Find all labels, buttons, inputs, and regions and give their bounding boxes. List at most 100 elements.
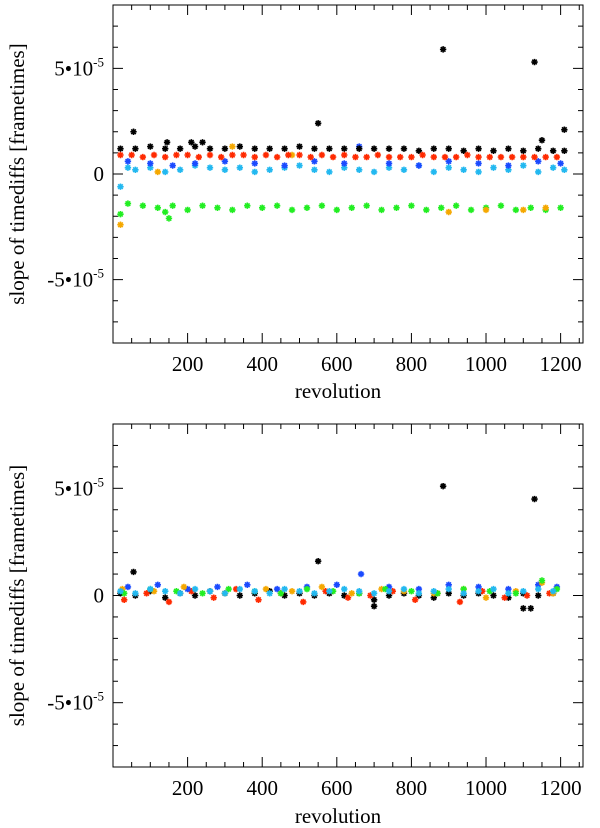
data-point	[464, 151, 471, 159]
data-point	[150, 588, 158, 595]
data-point	[370, 145, 378, 152]
data-point	[117, 151, 124, 159]
data-point	[531, 153, 538, 161]
data-points	[117, 46, 568, 228]
data-point	[236, 585, 244, 593]
data-point	[408, 588, 415, 595]
data-point	[147, 160, 154, 167]
data-point	[445, 145, 452, 152]
data-point	[505, 145, 512, 152]
data-point	[385, 145, 393, 152]
data-point	[341, 151, 348, 159]
data-point	[439, 482, 447, 490]
data-point	[124, 200, 132, 207]
data-point	[236, 143, 244, 150]
data-point	[210, 594, 217, 601]
y-tick-label: 0	[94, 584, 105, 608]
chart-panel-top: 200 400 600 800 1000 12005•10-50-5•10-5revolu…	[5, 4, 584, 403]
data-point	[128, 151, 135, 159]
data-point	[281, 592, 288, 599]
y-tick-label: -5•10-5	[47, 266, 104, 292]
data-point	[262, 585, 270, 593]
x-tick-label: 800	[396, 352, 428, 376]
data-point	[117, 221, 124, 228]
data-point	[326, 145, 333, 152]
y-tick-base: -5•10	[47, 268, 93, 292]
data-point	[355, 588, 363, 595]
data-point	[244, 202, 251, 209]
data-point	[329, 588, 337, 595]
data-point	[460, 590, 467, 597]
x-axis-label: revolution	[295, 379, 382, 403]
data-point	[501, 594, 508, 601]
x-tick-label: 600	[321, 776, 353, 800]
data-point	[475, 168, 482, 176]
data-point	[408, 153, 415, 161]
x-tick-label: 200	[172, 352, 204, 376]
data-point	[348, 590, 355, 597]
y-tick-exponent: -5	[93, 474, 104, 489]
data-point	[497, 153, 505, 161]
data-point	[173, 151, 180, 159]
data-point	[475, 583, 482, 591]
data-point	[535, 158, 542, 165]
data-point	[188, 139, 195, 146]
data-point	[505, 162, 512, 169]
data-point	[520, 206, 527, 214]
data-point	[400, 585, 408, 593]
data-point	[557, 160, 564, 167]
data-point	[408, 202, 415, 209]
data-point	[561, 126, 568, 133]
data-point	[475, 160, 482, 167]
data-point	[378, 206, 385, 214]
data-point	[430, 168, 437, 176]
y-tick-base: -5•10	[47, 691, 93, 715]
data-point	[370, 590, 378, 597]
chart-panel-bottom: 200 400 600 800 1000 12005•10-50-5•10-5revolu…	[5, 423, 584, 828]
data-point	[535, 168, 542, 176]
data-point	[527, 204, 534, 211]
data-point	[251, 145, 258, 152]
data-point	[117, 145, 124, 152]
data-point	[162, 153, 169, 161]
data-point	[162, 588, 169, 595]
data-point	[206, 164, 214, 171]
data-point	[430, 594, 437, 601]
data-point	[520, 162, 527, 169]
data-point	[154, 581, 161, 588]
data-point	[184, 206, 191, 214]
data-point	[538, 577, 546, 584]
series-red	[117, 151, 561, 161]
data-point	[415, 585, 423, 593]
data-point	[460, 147, 467, 154]
data-point	[124, 583, 132, 591]
data-point	[430, 153, 437, 161]
data-point	[341, 585, 348, 593]
data-point	[154, 168, 161, 176]
data-point	[385, 160, 393, 167]
series-green	[117, 200, 564, 222]
data-point	[486, 153, 493, 161]
data-point	[206, 588, 214, 595]
data-point	[549, 588, 557, 595]
y-tick-base: 5•10	[54, 476, 93, 500]
data-point	[251, 160, 258, 167]
data-point	[542, 153, 549, 161]
data-point	[288, 151, 296, 159]
data-point	[415, 162, 423, 169]
data-point	[188, 588, 195, 595]
y-axis-label: slope of timediffs [frametimes]	[5, 43, 29, 304]
data-point	[367, 592, 374, 599]
data-point	[452, 153, 460, 161]
data-point	[288, 206, 296, 214]
data-point	[303, 204, 311, 211]
data-point	[352, 153, 359, 161]
data-point	[165, 598, 173, 606]
data-point	[217, 153, 225, 161]
data-point	[266, 590, 273, 597]
data-point	[273, 202, 281, 209]
data-point	[281, 162, 288, 169]
data-point	[341, 145, 348, 152]
data-point	[318, 202, 326, 209]
data-point	[445, 590, 452, 597]
